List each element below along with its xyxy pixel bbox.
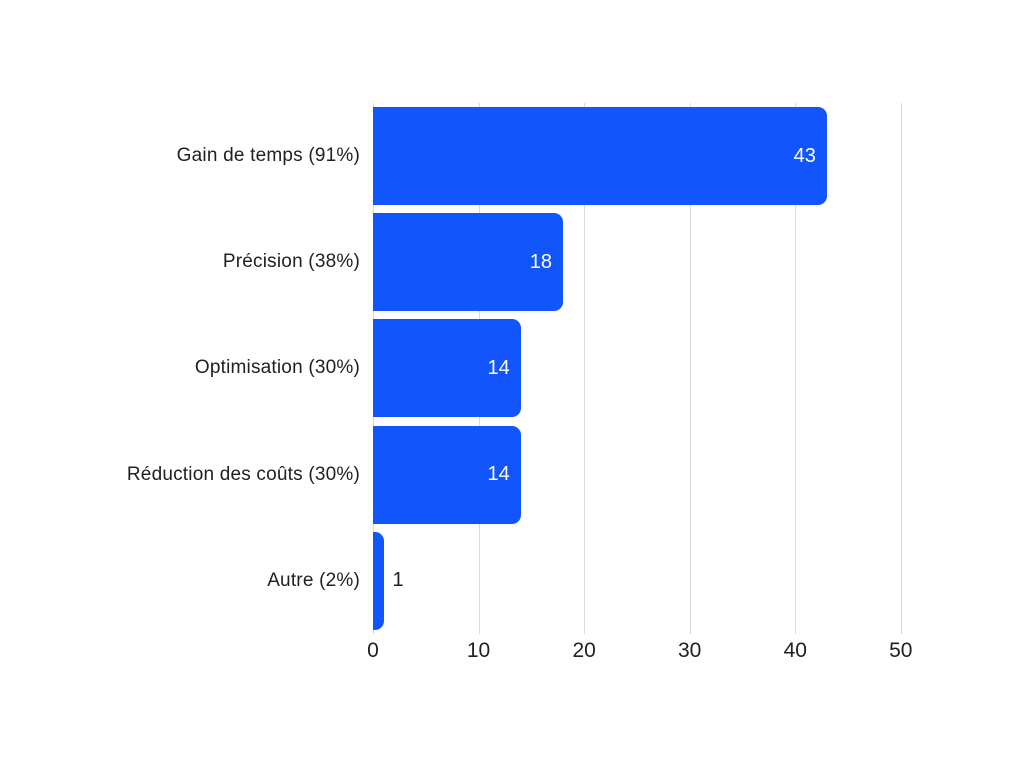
gridline [584,103,586,634]
category-row: Précision (38%) [0,209,360,315]
category-label: Précision (38%) [222,251,360,273]
x-tick-label: 50 [889,639,913,662]
category-row: Autre (2%) [0,528,360,634]
category-label: Gain de temps (91%) [176,145,360,167]
bar-row: 1 [373,528,961,634]
bar-row: 14 [373,422,961,528]
category-label: Réduction des coûts (30%) [126,463,360,485]
bar [373,531,384,630]
bar: 18 [373,213,564,312]
bar-value-label: 1 [392,569,404,592]
bar-value-label: 14 [487,463,510,486]
category-axis: Gain de temps (91%) Précision (38%) Optimi… [0,103,360,634]
bar: 43 [373,107,827,206]
x-tick-label: 30 [678,639,702,662]
category-label: Autre (2%) [267,569,360,591]
category-row: Réduction des coûts (30%) [0,422,360,528]
bar-row: 43 [373,103,961,209]
bar-row: 14 [373,315,961,421]
bar-value-label: 43 [793,144,816,167]
x-axis: 0 10 20 30 40 50 [367,639,961,669]
plot-area: 43 18 14 14 1 [373,103,961,634]
bar-value-label: 18 [529,250,553,273]
bar-row: 18 [373,209,961,315]
bar: 14 [373,425,521,524]
category-row: Gain de temps (91%) [0,103,360,209]
x-tick-label: 40 [783,639,807,662]
gridline [795,103,797,634]
bar-value-label: 14 [487,356,510,379]
category-label: Optimisation (30%) [194,357,360,379]
x-tick-label: 10 [466,639,491,662]
gridline [900,103,902,634]
bar: 14 [373,319,521,418]
x-tick-label: 0 [367,639,379,662]
gridline [689,103,691,634]
x-tick-label: 20 [572,639,596,662]
category-row: Optimisation (30%) [0,315,360,421]
